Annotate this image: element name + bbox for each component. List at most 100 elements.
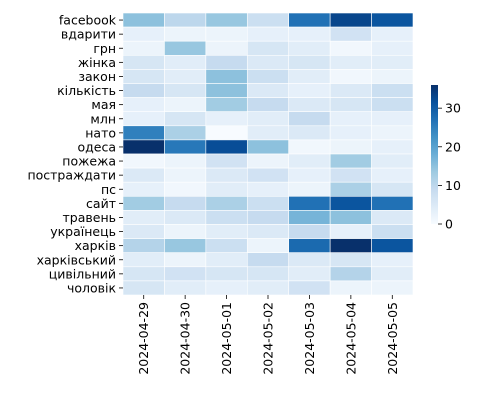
y-tick-label: кількість: [57, 83, 116, 98]
heatmap-cell: [205, 224, 248, 239]
colorbar-tick-label: 30: [445, 101, 461, 116]
heatmap-cell: [329, 26, 372, 42]
x-tick-label: 2024-05-04: [343, 302, 358, 375]
heatmap-cell: [371, 69, 414, 84]
heatmap-cell: [246, 210, 290, 225]
heatmap-cell: [205, 252, 248, 268]
heatmap-cell: [246, 97, 290, 112]
heatmap-cell: [246, 153, 290, 169]
heatmap-cells: [122, 12, 414, 296]
y-tick-label: вдарити: [61, 27, 116, 42]
heatmap-cell: [246, 280, 290, 296]
heatmap-cell: [371, 196, 414, 211]
heatmap-cell: [371, 181, 414, 197]
heatmap-cell: [329, 125, 372, 141]
heatmap-cell: [205, 139, 248, 155]
heatmap-cell: [122, 26, 165, 42]
x-tick-label: 2024-05-05: [385, 302, 400, 375]
heatmap-cell: [122, 210, 165, 225]
heatmap-cell: [288, 167, 331, 183]
heatmap-cell: [164, 111, 207, 127]
heatmap-cell: [122, 139, 165, 155]
heatmap-cell: [288, 125, 331, 141]
heatmap-cell: [371, 111, 414, 127]
y-tick-label: жінка: [78, 55, 116, 70]
heatmap-cell: [329, 97, 372, 112]
heatmap-cell: [164, 252, 207, 268]
heatmap-cell: [205, 40, 248, 56]
heatmap-cell: [371, 280, 414, 296]
heatmap-cell: [329, 238, 372, 254]
y-tick-label: нато: [85, 125, 116, 140]
heatmap-cell: [329, 54, 372, 70]
heatmap-cell: [164, 69, 207, 84]
heatmap-cell: [288, 111, 331, 127]
heatmap-cell: [371, 125, 414, 141]
heatmap-cell: [288, 196, 331, 211]
heatmap-cell: [164, 224, 207, 239]
heatmap-cell: [205, 69, 248, 84]
heatmap-cell: [164, 280, 207, 296]
heatmap-cell: [205, 167, 248, 183]
heatmap-cell: [371, 224, 414, 239]
heatmap-cell: [329, 210, 372, 225]
x-tick-label: 2024-05-03: [302, 302, 317, 375]
heatmap-cell: [371, 210, 414, 225]
heatmap-cell: [371, 40, 414, 56]
heatmap-cell: [288, 40, 331, 56]
heatmap-cell: [122, 97, 165, 112]
heatmap-cell: [371, 97, 414, 112]
heatmap-cell: [246, 54, 290, 70]
heatmap-cell: [122, 196, 165, 211]
heatmap-cell: [122, 238, 165, 254]
heatmap-cell: [246, 125, 290, 141]
heatmap-cell: [205, 153, 248, 169]
heatmap-cell: [288, 139, 331, 155]
y-tick-label: пожежа: [62, 154, 116, 169]
y-tick-label: грн: [93, 41, 116, 56]
heatmap-cell: [371, 83, 414, 98]
heatmap-cell: [371, 139, 414, 155]
heatmap-cell: [122, 54, 165, 70]
heatmap-cell: [205, 83, 248, 98]
x-tick-label: 2024-05-01: [219, 302, 234, 375]
heatmap-cell: [164, 266, 207, 282]
heatmap-cell: [288, 69, 331, 84]
heatmap-cell: [205, 12, 248, 28]
heatmap-cell: [122, 280, 165, 296]
heatmap-cell: [164, 196, 207, 211]
heatmap-cell: [329, 40, 372, 56]
heatmap-cell: [164, 54, 207, 70]
y-tick-label: млн: [90, 111, 116, 126]
heatmap-cell: [205, 26, 248, 42]
heatmap-cell: [371, 153, 414, 169]
heatmap-cell: [164, 125, 207, 141]
heatmap-cell: [246, 238, 290, 254]
heatmap-cell: [329, 69, 372, 84]
heatmap-cell: [288, 12, 331, 28]
heatmap-cell: [246, 12, 290, 28]
heatmap-cell: [371, 238, 414, 254]
heatmap-cell: [205, 54, 248, 70]
y-tick-label: закон: [78, 69, 116, 84]
heatmap-cell: [246, 139, 290, 155]
heatmap-cell: [246, 181, 290, 197]
heatmap-cell: [288, 54, 331, 70]
heatmap-cell: [205, 280, 248, 296]
heatmap-cell: [122, 224, 165, 239]
heatmap-cell: [329, 12, 372, 28]
heatmap-cell: [329, 83, 372, 98]
heatmap-cell: [122, 83, 165, 98]
heatmap-cell: [122, 252, 165, 268]
heatmap-cell: [164, 97, 207, 112]
x-tick-label: 2024-05-02: [261, 302, 276, 375]
y-tick-label: пс: [101, 182, 116, 197]
heatmap-cell: [122, 111, 165, 127]
heatmap-cell: [329, 181, 372, 197]
heatmap-cell: [288, 26, 331, 42]
heatmap-cell: [122, 266, 165, 282]
heatmap-cell: [205, 266, 248, 282]
heatmap-cell: [371, 266, 414, 282]
heatmap-cell: [164, 83, 207, 98]
heatmap-cell: [371, 26, 414, 42]
